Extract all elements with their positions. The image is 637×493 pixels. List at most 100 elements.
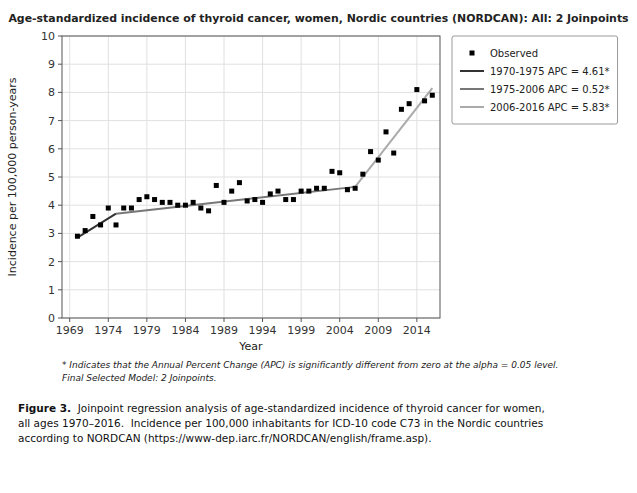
tick-label: 2004	[326, 324, 354, 337]
tick	[58, 233, 62, 234]
caption: according to NORDCAN (https://www-dep.ia…	[18, 432, 432, 444]
observed-point	[252, 197, 257, 202]
legend-swatch	[460, 106, 484, 108]
observed-point	[322, 186, 327, 191]
grid-line	[62, 92, 440, 93]
grid-line	[62, 64, 440, 65]
observed-point	[175, 203, 180, 208]
tick-label: 2014	[403, 324, 431, 337]
grid-line	[69, 36, 70, 318]
legend-swatch	[470, 51, 475, 56]
observed-point	[183, 203, 188, 208]
y-axis-label: Incidence per 100,000 person-years	[6, 77, 19, 276]
observed-point	[391, 151, 396, 156]
grid-line	[62, 148, 440, 149]
plot-frame	[62, 36, 440, 318]
tick	[262, 318, 263, 322]
legend-swatch	[460, 88, 484, 90]
tick	[58, 318, 62, 319]
observed-point	[299, 189, 304, 194]
x-axis-label: Year	[238, 340, 263, 353]
grid-line	[262, 36, 263, 318]
observed-point	[276, 189, 281, 194]
grid-line	[416, 36, 417, 318]
segment-line	[77, 214, 116, 238]
observed-point	[152, 197, 157, 202]
observed-point	[360, 172, 365, 177]
tick-label: 1979	[133, 324, 161, 337]
observed-point	[414, 87, 419, 92]
tick	[58, 289, 62, 290]
tick	[58, 36, 62, 37]
observed-point	[75, 234, 80, 239]
observed-point	[283, 197, 288, 202]
observed-point	[260, 200, 265, 205]
tick-label: 0	[48, 312, 55, 325]
caption-label: Figure 3.	[18, 402, 71, 414]
observed-point	[229, 189, 234, 194]
legend-swatch	[460, 70, 484, 72]
observed-point	[222, 200, 227, 205]
observed-point	[384, 129, 389, 134]
grid-line	[301, 36, 302, 318]
grid-line	[62, 177, 440, 178]
tick	[108, 318, 109, 322]
legend-label: 1970-1975 APC = 4.61*	[490, 66, 610, 77]
segment-line	[355, 88, 432, 187]
segment-line	[116, 187, 355, 214]
observed-point	[268, 191, 273, 196]
caption: all ages 1970–2016. Incidence per 100,00…	[18, 417, 543, 429]
observed-point	[237, 180, 242, 185]
caption-text: according to NORDCAN (https://www-dep.ia…	[18, 432, 432, 444]
observed-point	[98, 222, 103, 227]
observed-point	[206, 208, 211, 213]
observed-point	[407, 101, 412, 106]
grid-line	[62, 205, 440, 206]
observed-point	[422, 98, 427, 103]
background	[0, 0, 637, 493]
observed-point	[353, 186, 358, 191]
caption-text: all ages 1970–2016. Incidence per 100,00…	[18, 417, 543, 429]
grid-line	[62, 289, 440, 290]
observed-point	[114, 222, 119, 227]
observed-point	[291, 197, 296, 202]
observed-point	[106, 206, 111, 211]
tick	[69, 318, 70, 322]
observed-point	[314, 186, 319, 191]
observed-point	[168, 200, 173, 205]
grid-line	[146, 36, 147, 318]
tick-label: 6	[48, 143, 55, 156]
tick-label: 1999	[287, 324, 315, 337]
legend-label: 1975-2006 APC = 0.52*	[490, 84, 610, 95]
grid-line	[185, 36, 186, 318]
tick-label: 2	[48, 256, 55, 269]
grid-line	[62, 120, 440, 121]
observed-point	[129, 206, 134, 211]
tick-label: 1994	[249, 324, 277, 337]
observed-point	[121, 206, 126, 211]
observed-point	[330, 169, 335, 174]
tick	[58, 148, 62, 149]
tick	[416, 318, 417, 322]
grid-line	[339, 36, 340, 318]
chart: Age-standardized incidence of thyroid ca…	[0, 0, 637, 493]
title: Age-standardized incidence of thyroid ca…	[8, 12, 628, 25]
observed-point	[83, 228, 88, 233]
observed-point	[399, 107, 404, 112]
tick	[58, 92, 62, 93]
legend-frame	[452, 36, 618, 124]
tick	[58, 64, 62, 65]
tick	[146, 318, 147, 322]
observed-point	[160, 200, 165, 205]
caption-text: Joinpoint regression analysis of age-sta…	[71, 402, 545, 414]
note: Final Selected Model: 2 Joinpoints.	[62, 373, 217, 383]
note: * Indicates that the Annual Percent Chan…	[62, 360, 558, 370]
data	[75, 87, 435, 239]
tick-label: 2009	[364, 324, 392, 337]
tick-label: 1969	[56, 324, 84, 337]
tick-label: 1984	[171, 324, 199, 337]
observed-point	[345, 187, 350, 192]
tick	[339, 318, 340, 322]
observed-point	[376, 158, 381, 163]
observed-point	[368, 149, 373, 154]
